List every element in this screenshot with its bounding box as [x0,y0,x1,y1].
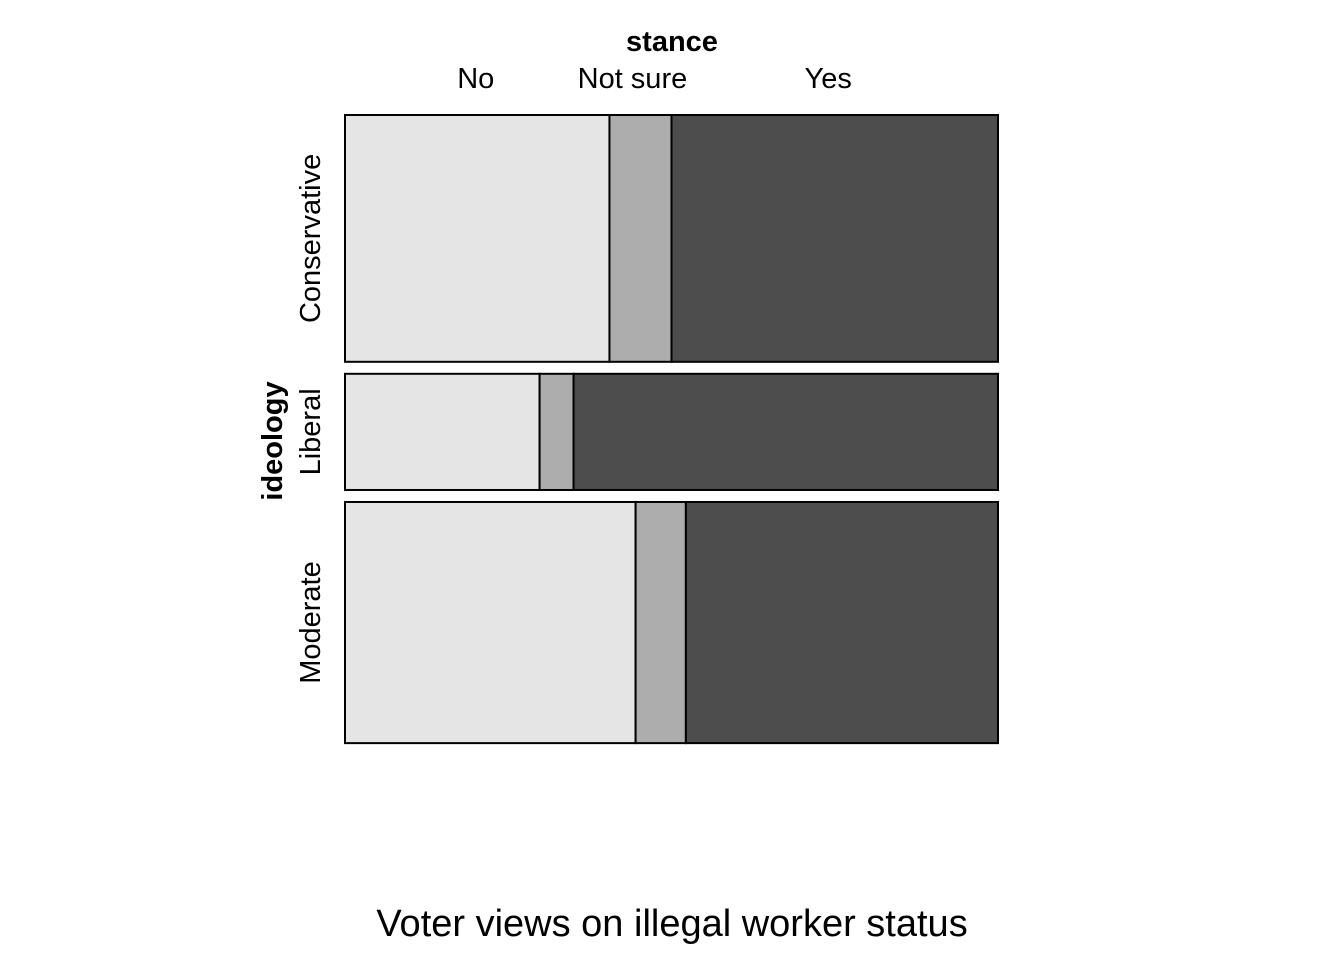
tile-moderate-no [344,500,637,745]
tile-conservative-no [344,114,611,363]
tile-liberal-yes [572,372,999,491]
tile-liberal-not-sure [538,372,575,491]
row-label-liberal: Liberal [295,388,327,475]
mosaic-tiles [344,114,999,745]
tile-moderate-not-sure [634,500,687,745]
row-labels: Conservative Liberal Moderate [295,154,327,684]
tile-conservative-not-sure [608,114,673,363]
column-label-yes: Yes [805,63,852,95]
row-label-conservative: Conservative [295,154,327,323]
column-labels: No Not sure Yes [457,63,852,95]
column-label-no: No [457,63,494,95]
row-variable-title: ideology [257,381,289,500]
row-label-moderate: Moderate [295,561,327,684]
tile-conservative-yes [670,114,999,363]
tile-moderate-yes [684,500,999,745]
tile-liberal-no [344,372,541,491]
column-variable-title: stance [626,26,718,58]
column-label-not-sure: Not sure [578,63,688,95]
chart-caption: Voter views on illegal worker status [376,903,967,945]
